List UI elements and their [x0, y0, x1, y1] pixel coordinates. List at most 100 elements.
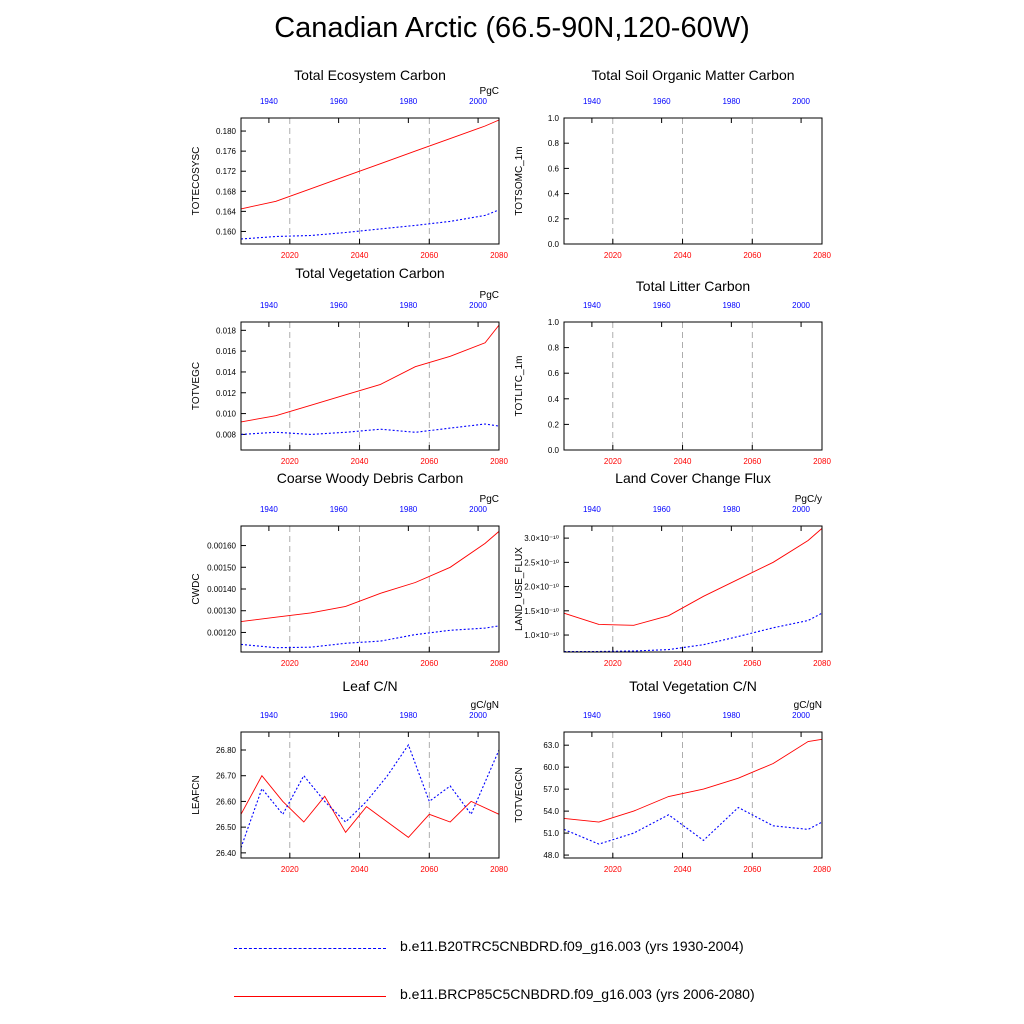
y-tick-label: 0.010	[216, 410, 237, 419]
y-tick-label: 26.60	[216, 797, 237, 806]
x-tick-label-top: 1940	[583, 97, 601, 106]
x-tick-label-bottom: 2060	[743, 251, 761, 260]
y-tick-label: 0.172	[216, 167, 237, 176]
y-tick-label: 0.00120	[207, 628, 236, 637]
units-label: PgC/y	[795, 494, 822, 505]
x-tick-label-bottom: 2040	[674, 251, 692, 260]
x-tick-label-top: 1980	[722, 711, 740, 720]
x-tick-label-top: 1980	[399, 97, 417, 106]
y-tick-label: 48.0	[543, 851, 559, 860]
plot-frame	[240, 525, 500, 653]
chart-title: Total Vegetation Carbon	[295, 265, 444, 281]
x-tick-label-top: 1980	[722, 301, 740, 310]
plot-frame	[240, 731, 500, 859]
y-tick-label: 26.50	[216, 823, 237, 832]
x-tick-label-bottom: 2040	[351, 865, 369, 874]
x-tick-label-bottom: 2080	[490, 251, 508, 260]
x-tick-label-top: 1980	[722, 97, 740, 106]
x-tick-label-top: 1940	[583, 505, 601, 514]
x-tick-label-top: 1980	[722, 505, 740, 514]
chart-title: Total Soil Organic Matter Carbon	[591, 67, 794, 83]
x-tick-label-top: 1980	[399, 711, 417, 720]
plot-frame	[240, 117, 500, 245]
x-tick-label-top: 1960	[653, 97, 671, 106]
x-tick-label-top: 1960	[330, 97, 348, 106]
y-tick-label: 0.0	[548, 446, 560, 455]
x-tick-label-bottom: 2040	[351, 659, 369, 668]
x-tick-label-bottom: 2060	[420, 457, 438, 466]
y-tick-label: 0.4	[548, 190, 560, 199]
x-tick-label-top: 1940	[583, 301, 601, 310]
x-tick-label-bottom: 2020	[604, 659, 622, 668]
x-tick-label-bottom: 2040	[351, 251, 369, 260]
y-tick-label: 26.70	[216, 772, 237, 781]
x-tick-label-top: 1940	[260, 301, 278, 310]
y-tick-label: 0.00150	[207, 563, 236, 572]
x-tick-label-bottom: 2080	[490, 457, 508, 466]
y-tick-label: 26.80	[216, 746, 237, 755]
y-axis-label: LEAFCN	[191, 775, 202, 814]
x-tick-label-top: 2000	[792, 97, 810, 106]
y-tick-label: 0.018	[216, 326, 237, 335]
y-tick-label: 0.176	[216, 147, 237, 156]
y-tick-label: 0.00140	[207, 585, 236, 594]
y-axis-label: TOTVEGCN	[514, 767, 525, 822]
x-tick-label-bottom: 2020	[604, 251, 622, 260]
y-tick-label: 0.012	[216, 389, 237, 398]
x-tick-label-bottom: 2060	[743, 865, 761, 874]
x-tick-label-top: 1940	[583, 711, 601, 720]
x-tick-label-bottom: 2040	[351, 457, 369, 466]
x-tick-label-top: 2000	[469, 505, 487, 514]
y-tick-label: 0.168	[216, 187, 237, 196]
units-label: gC/gN	[471, 700, 499, 711]
y-tick-label: 0.00160	[207, 542, 236, 551]
chart-title: Coarse Woody Debris Carbon	[277, 470, 464, 486]
x-tick-label-top: 1940	[260, 505, 278, 514]
y-tick-label: 0.6	[548, 164, 560, 173]
chart-title: Total Ecosystem Carbon	[294, 67, 446, 83]
series-line-future	[563, 738, 823, 823]
chart-panel-5: Coarse Woody Debris Carbon PgC 2020 2040 206…	[191, 470, 508, 668]
y-tick-label: 0.160	[216, 227, 237, 236]
x-tick-label-bottom: 2080	[490, 659, 508, 668]
chart-title: Land Cover Change Flux	[615, 470, 771, 486]
x-tick-label-top: 2000	[792, 301, 810, 310]
x-tick-label-bottom: 2040	[674, 865, 692, 874]
units-label: PgC	[480, 494, 499, 505]
y-tick-label: 0.008	[216, 430, 237, 439]
x-tick-label-top: 1960	[330, 505, 348, 514]
chart-panel-8: Total Vegetation C/N gC/gN 2020 2040 2060 208…	[514, 678, 831, 874]
x-tick-label-bottom: 2020	[281, 865, 299, 874]
y-tick-label: 0.2	[548, 215, 560, 224]
x-tick-label-bottom: 2080	[813, 865, 831, 874]
chart-panel-1: Total Ecosystem Carbon PgC 2020 2040 2060 208…	[191, 67, 508, 260]
y-tick-label: 54.0	[543, 807, 559, 816]
legend-swatch-historical	[234, 948, 386, 949]
x-tick-label-bottom: 2020	[281, 659, 299, 668]
y-tick-label: 0.164	[216, 207, 237, 216]
plot-frame	[563, 731, 823, 859]
y-axis-label: TOTVEGC	[191, 362, 202, 410]
chart-panel-2: Total Soil Organic Matter Carbon 2020 2040…	[514, 67, 831, 260]
x-tick-label-bottom: 2040	[674, 659, 692, 668]
series-line-future	[240, 119, 500, 210]
x-tick-label-bottom: 2040	[674, 457, 692, 466]
legend-label-historical: b.e11.B20TRC5CNBDRD.f09_g16.003 (yrs 193…	[400, 938, 744, 954]
series-line-future	[240, 324, 500, 423]
x-tick-label-top: 1980	[399, 505, 417, 514]
chart-panel-3: Total Vegetation Carbon PgC 2020 2040 2060 20…	[191, 265, 508, 466]
x-tick-label-top: 1960	[330, 301, 348, 310]
x-tick-label-top: 2000	[792, 711, 810, 720]
y-tick-label: 3.0×10⁻¹⁰	[524, 534, 559, 543]
chart-panel-7: Leaf C/N gC/gN 2020 2040 2060 2080 1940 1960 198…	[191, 678, 508, 874]
x-tick-label-top: 1960	[653, 505, 671, 514]
y-axis-label: CWDC	[191, 573, 202, 604]
plot-frame	[563, 525, 823, 653]
x-tick-label-bottom: 2060	[420, 865, 438, 874]
units-label: PgC	[480, 86, 499, 97]
series-line-future	[563, 528, 823, 626]
x-tick-label-bottom: 2020	[604, 457, 622, 466]
chart-title: Total Vegetation C/N	[629, 678, 757, 694]
y-tick-label: 0.4	[548, 395, 560, 404]
